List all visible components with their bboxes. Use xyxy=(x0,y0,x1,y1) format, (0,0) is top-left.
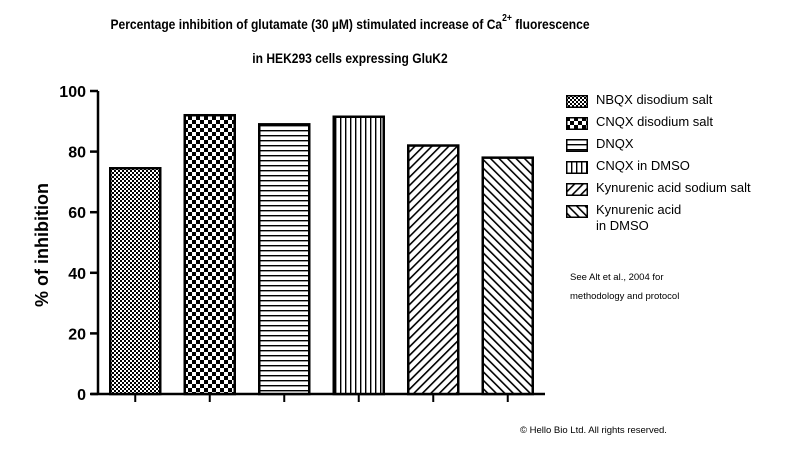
chart-legend: NBQX disodium salt CNQX disodium salt DNQX… xyxy=(566,92,751,238)
bar xyxy=(332,115,385,396)
legend-label: CNQX in DMSO xyxy=(596,158,690,173)
legend-swatch xyxy=(566,161,588,174)
y-tick-label: 100 xyxy=(59,84,86,101)
legend-label: CNQX disodium salt xyxy=(596,114,714,129)
legend-swatch xyxy=(566,117,588,130)
bar xyxy=(407,144,460,396)
bar xyxy=(183,113,236,396)
legend-swatch xyxy=(566,205,588,218)
y-tick-label: 40 xyxy=(68,266,86,283)
legend-item: DNQX xyxy=(566,136,751,158)
chart-title-text: Percentage inhibition of glutamate (30 µ… xyxy=(110,16,503,32)
legend-swatch xyxy=(566,95,588,108)
legend-label: NBQX disodium salt xyxy=(596,92,713,107)
bar xyxy=(258,123,311,396)
legend-item: NBQX disodium salt xyxy=(566,92,751,114)
plot-area: 0 20 40 60 80 100 xyxy=(59,84,545,404)
y-tick-label: 20 xyxy=(68,326,86,343)
chart-title-suffix: fluorescence xyxy=(511,16,590,32)
legend-item: Kynurenic acid sodium salt xyxy=(566,180,751,202)
legend-item: Kynurenic acid in DMSO xyxy=(566,202,751,238)
legend-label: Kynurenic acid sodium salt xyxy=(596,180,751,195)
copyright-text: © Hello Bio Ltd. All rights reserved. xyxy=(520,425,667,436)
legend-swatch xyxy=(566,183,588,196)
legend-label: DNQX xyxy=(596,136,634,151)
bar xyxy=(109,167,162,396)
bar xyxy=(481,156,534,396)
y-tick-label: 0 xyxy=(77,387,86,404)
y-tick-label: 60 xyxy=(68,205,86,222)
chart-title-superscript: 2+ xyxy=(502,13,512,25)
chart-title-line1: Percentage inhibition of glutamate (30 µ… xyxy=(49,13,651,32)
legend-item: CNQX in DMSO xyxy=(566,158,751,180)
chart-title-line2: in HEK293 cells expressing GluK2 xyxy=(252,50,448,66)
legend-label: Kynurenic acid in DMSO xyxy=(596,202,682,233)
legend-item: CNQX disodium salt xyxy=(566,114,751,136)
y-tick-label: 80 xyxy=(68,145,86,162)
legend-swatch xyxy=(566,139,588,152)
methodology-note: See Alt et al., 2004 for methodology and… xyxy=(570,272,680,302)
y-axis-label: % of inhibition xyxy=(32,183,52,307)
